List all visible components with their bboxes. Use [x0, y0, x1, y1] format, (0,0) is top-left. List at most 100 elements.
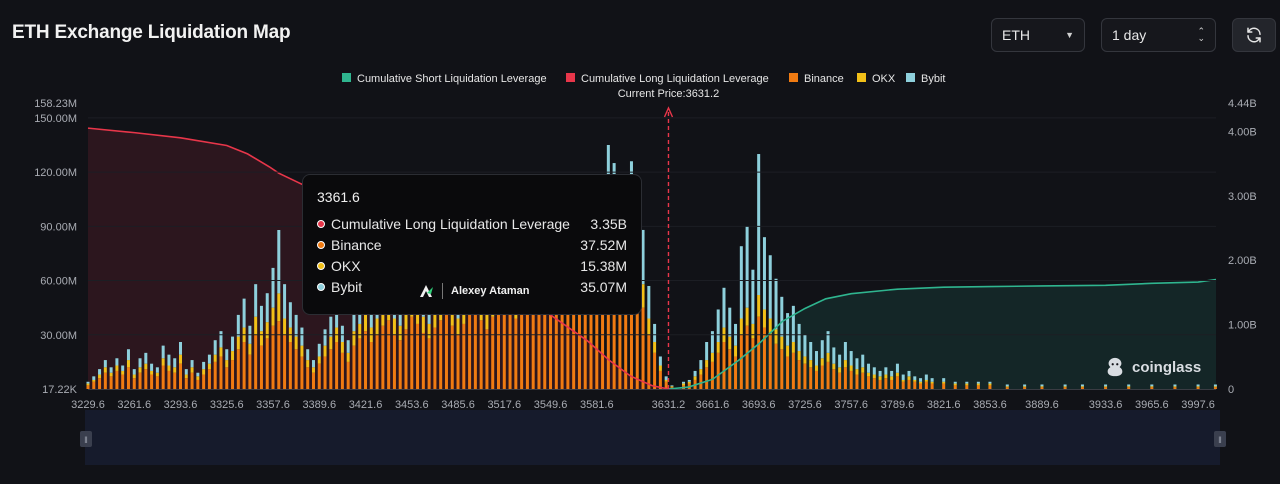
x-tick-label: 3229.6 [71, 399, 105, 411]
y-right-tick-label: 0 [1228, 384, 1234, 396]
bar-binance [520, 304, 524, 389]
bar-okx [138, 367, 142, 373]
bar-binance [566, 285, 570, 389]
bar-bybit [878, 370, 882, 377]
y-right-tick-label: 4.44B [1228, 98, 1257, 110]
bar-binance [416, 323, 420, 389]
bar-binance [867, 376, 871, 389]
bar-binance [179, 363, 183, 389]
bar-binance [392, 334, 396, 389]
bar-binance [872, 378, 876, 389]
bar-binance [150, 374, 154, 389]
tooltip-row-value: 3.35B [590, 215, 627, 232]
bar-okx [1150, 386, 1154, 388]
bar-bybit [236, 314, 240, 337]
bar-binance [236, 349, 240, 389]
bar-okx [1080, 386, 1084, 388]
bar-bybit [277, 229, 281, 294]
bar-okx [1063, 386, 1067, 388]
bar-bybit [861, 354, 865, 368]
bar-bybit [913, 376, 917, 380]
bar-okx [664, 379, 668, 382]
bar-okx [300, 345, 304, 357]
bar-bybit [155, 367, 159, 373]
range-slider-left-handle[interactable] [80, 431, 92, 447]
bar-binance [109, 376, 113, 389]
bar-bybit [1150, 384, 1154, 387]
coin-select-value: ETH [1002, 27, 1030, 43]
bar-binance [444, 313, 448, 389]
bar-binance [473, 307, 477, 389]
bar-bybit [98, 369, 102, 375]
bar-okx [381, 305, 385, 326]
bar-binance [346, 361, 350, 389]
bar-okx [919, 381, 923, 384]
bar-okx [306, 360, 310, 368]
bar-binance [161, 365, 165, 389]
bar-okx [716, 342, 720, 353]
bar-okx [913, 379, 917, 382]
bar-okx [92, 379, 96, 382]
bar-binance [728, 349, 732, 389]
bar-bybit [167, 354, 171, 366]
bar-binance [809, 367, 813, 389]
y-right-tick-label: 3.00B [1228, 191, 1257, 203]
bar-okx [658, 365, 662, 371]
bar-okx [768, 318, 772, 335]
bar-bybit [202, 361, 206, 370]
bar-binance [352, 345, 356, 389]
bar-bybit [653, 323, 657, 343]
bar-binance [780, 349, 784, 389]
bar-binance [132, 378, 136, 389]
bar-binance [577, 284, 581, 389]
legend-item-label[interactable]: Cumulative Long Liquidation Leverage [581, 73, 769, 85]
bar-okx [855, 369, 859, 375]
bar-binance [427, 338, 431, 389]
bar-bybit [838, 354, 842, 368]
bar-bybit [797, 323, 801, 352]
y-left-tick-label: 30.00M [40, 330, 77, 342]
x-tick-label: 3789.6 [881, 399, 915, 411]
refresh-button[interactable] [1232, 18, 1276, 52]
bar-okx [323, 345, 327, 357]
bar-bybit [1173, 384, 1177, 387]
bar-binance [768, 334, 772, 389]
range-select[interactable]: 1 day ⌃ ⌄ [1101, 18, 1216, 52]
bar-bybit [254, 284, 258, 317]
bar-binance [462, 323, 466, 389]
bar-okx [427, 323, 431, 339]
bar-okx [797, 351, 801, 361]
coinglass-logo-icon [1107, 357, 1123, 377]
x-tick-label: 3853.6 [973, 399, 1007, 411]
legend-item-label[interactable]: Bybit [921, 73, 945, 85]
bar-okx [167, 365, 171, 371]
tooltip-dot [317, 282, 325, 291]
bar-okx [751, 323, 755, 339]
y-left-tick-label: 90.00M [40, 221, 77, 233]
bar-bybit [791, 305, 795, 343]
range-slider-right-handle[interactable] [1214, 431, 1226, 447]
bar-okx [705, 360, 709, 368]
bar-bybit [924, 374, 928, 380]
bar-binance [126, 367, 130, 389]
bar-okx [670, 386, 674, 388]
bar-okx [1196, 386, 1200, 388]
bar-binance [231, 360, 235, 389]
legend-item-label[interactable]: Binance [804, 73, 844, 85]
range-slider-track[interactable] [85, 410, 1220, 465]
bar-bybit [300, 327, 304, 346]
legend-item-label[interactable]: OKX [872, 73, 896, 85]
x-tick-label: 3485.6 [441, 399, 475, 411]
bar-okx [872, 374, 876, 379]
tooltip-dot [317, 219, 325, 228]
bar-binance [184, 378, 188, 389]
bar-okx [236, 336, 240, 350]
bar-okx [144, 363, 148, 370]
author-logo-icon [420, 285, 433, 297]
bar-bybit [115, 358, 119, 366]
bar-bybit [283, 284, 287, 319]
legend-item-label[interactable]: Cumulative Short Liquidation Leverage [357, 73, 547, 85]
bar-binance [242, 342, 246, 389]
coin-select[interactable]: ETH ▼ [991, 18, 1085, 52]
bar-okx [398, 325, 402, 341]
